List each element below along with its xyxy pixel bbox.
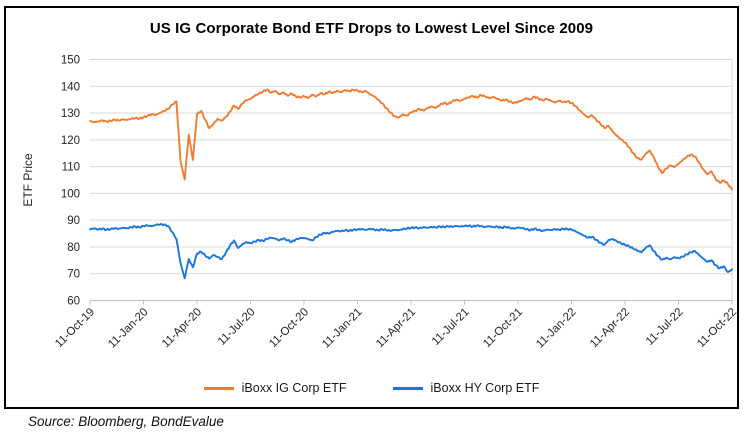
x-tick-label: 11-Jul-21 (430, 306, 472, 348)
y-tick-label: 120 (61, 135, 80, 147)
series-line-iboxx-hy-corp-etf (89, 222, 733, 280)
legend: iBoxx IG Corp ETF iBoxx HY Corp ETF (6, 381, 737, 395)
chart-title: US IG Corporate Bond ETF Drops to Lowest… (149, 20, 594, 37)
x-tick-label: 11-Oct-22 (695, 306, 737, 350)
x-tick-label: 11-Jan-21 (320, 306, 365, 351)
x-tick-label: 11-Jul-20 (216, 306, 258, 348)
x-tick-label: 11-Jan-22 (534, 306, 579, 351)
x-tick-label: 11-Apr-22 (588, 306, 632, 350)
legend-item-ig: iBoxx IG Corp ETF (203, 381, 347, 395)
y-tick-label: 150 (61, 55, 80, 67)
x-tick-label: 11-Oct-21 (481, 306, 525, 350)
legend-label-hy: iBoxx HY Corp ETF (430, 381, 540, 395)
y-tick-label: 130 (61, 108, 80, 120)
y-tick-label: 90 (67, 215, 80, 227)
y-tick-label: 110 (62, 162, 80, 174)
x-tick-label: 11-Oct-20 (267, 306, 311, 350)
series-line-iboxx-ig-corp-etf (89, 88, 733, 191)
y-tick-label: 100 (61, 188, 80, 200)
x-tick-label: 11-Apr-21 (374, 306, 418, 350)
ig-series-line-swatch (203, 386, 234, 390)
source-note: Source: Bloomberg, BondEvalue (28, 414, 224, 429)
legend-label-ig: iBoxx IG Corp ETF (241, 381, 347, 395)
y-tick-label: 80 (67, 242, 80, 254)
y-tick-label: 60 (67, 296, 80, 308)
hy-series-line-swatch (392, 386, 423, 390)
y-axis-title: ETF Price (21, 153, 35, 207)
x-tick-label: 11-Jul-22 (644, 306, 686, 348)
x-tick-label: 11-Apr-20 (160, 306, 204, 350)
y-tick-label: 70 (67, 269, 80, 281)
x-tick-label: 11-Jan-20 (106, 306, 151, 351)
chart-frame: US IG Corporate Bond ETF Drops to Lowest… (4, 6, 739, 409)
legend-item-hy: iBoxx HY Corp ETF (392, 381, 540, 395)
x-tick-label: 11-Oct-19 (53, 306, 97, 350)
y-tick-label: 140 (61, 81, 80, 93)
